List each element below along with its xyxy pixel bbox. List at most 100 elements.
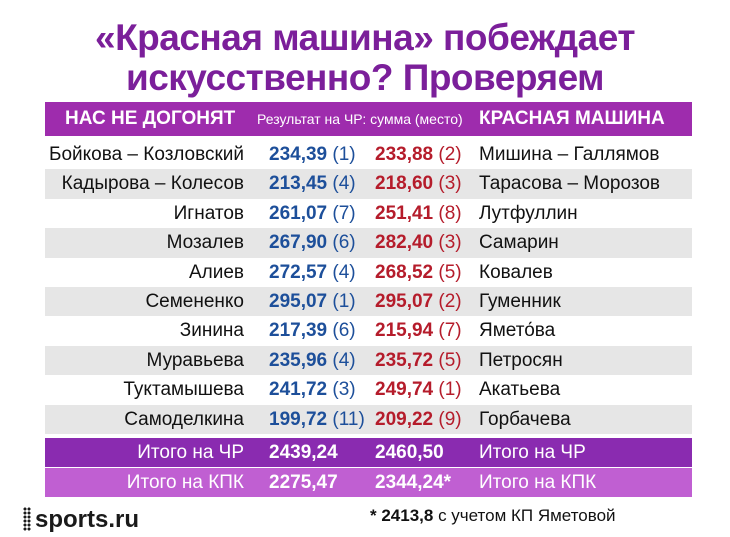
right-points: 235,72 bbox=[375, 349, 434, 371]
right-name: Мишина – Галлямов bbox=[479, 144, 660, 165]
header-left: НАС НЕ ДОГОНЯТ bbox=[65, 108, 236, 129]
left-place: (1) bbox=[332, 144, 356, 165]
right-points: 249,74 bbox=[375, 379, 434, 401]
left-result: 267,90 (6) bbox=[269, 228, 356, 257]
right-result: 295,07 (2) bbox=[375, 287, 462, 316]
left-points: 241,72 bbox=[269, 379, 328, 401]
table-row: Бойкова – Козловский 234,39 (1) 233,88 (… bbox=[45, 140, 692, 169]
table-row: Туктамышева 241,72 (3) 249,74 (1) Акатье… bbox=[45, 375, 692, 404]
left-points: 217,39 bbox=[269, 320, 328, 342]
right-points: 218,60 bbox=[375, 173, 434, 195]
left-points: 213,45 bbox=[269, 173, 328, 195]
left-result: 241,72 (3) bbox=[269, 375, 356, 404]
left-result: 272,57 (4) bbox=[269, 258, 356, 287]
total-right-value: 2460,50 bbox=[375, 442, 444, 463]
right-points: 251,41 bbox=[375, 202, 434, 224]
right-result: 282,40 (3) bbox=[375, 228, 462, 257]
left-points: 267,90 bbox=[269, 232, 328, 254]
left-points: 234,39 bbox=[269, 144, 328, 165]
page-title-line1: «Красная машина» побеждает bbox=[95, 17, 635, 58]
left-name: Самоделкина bbox=[124, 408, 244, 430]
right-points: 268,52 bbox=[375, 261, 434, 283]
comparison-table: Бойкова – Козловский 234,39 (1) 233,88 (… bbox=[45, 140, 692, 434]
right-name: Петросян bbox=[479, 349, 563, 371]
right-name: Горбачева bbox=[479, 408, 571, 430]
left-name: Муравьева bbox=[146, 349, 244, 371]
sports-logo: sports.ru bbox=[23, 505, 139, 535]
total-left-label: Итого на КПК bbox=[126, 472, 244, 493]
left-result: 234,39 (1) bbox=[269, 140, 356, 169]
left-result: 261,07 (7) bbox=[269, 199, 356, 228]
right-result: 218,60 (3) bbox=[375, 169, 462, 198]
right-place: (3) bbox=[438, 232, 462, 254]
left-place: (4) bbox=[332, 349, 356, 371]
left-place: (6) bbox=[332, 320, 356, 342]
left-name: Бойкова – Козловский bbox=[48, 144, 244, 165]
right-result: 209,22 (9) bbox=[375, 405, 462, 434]
right-place: (9) bbox=[438, 408, 462, 430]
left-result: 213,45 (4) bbox=[269, 169, 356, 198]
left-place: (4) bbox=[332, 173, 356, 195]
table-row: Муравьева 235,96 (4) 235,72 (5) Петросян bbox=[45, 345, 692, 376]
footnote-value: * 2413,8 bbox=[370, 506, 434, 525]
right-place: (2) bbox=[438, 290, 462, 312]
right-result: 251,41 (8) bbox=[375, 199, 462, 228]
table-row: Мозалев 267,90 (6) 282,40 (3) Самарин bbox=[45, 228, 692, 258]
left-place: (6) bbox=[332, 232, 356, 254]
right-result: 268,52 (5) bbox=[375, 258, 462, 287]
left-result: 235,96 (4) bbox=[269, 346, 356, 375]
total-right-label: Итого на КПК bbox=[479, 472, 597, 493]
right-name: Ковалев bbox=[479, 261, 553, 283]
right-points: 295,07 bbox=[375, 290, 434, 312]
logo-text: sports.ru bbox=[35, 506, 140, 533]
right-name: Самарин bbox=[479, 232, 559, 254]
total-left-value: 2439,24 bbox=[269, 442, 338, 463]
left-points: 199,72 bbox=[269, 408, 328, 430]
footnote: * 2413,8 с учетом КП Яметовой bbox=[370, 503, 616, 529]
left-place: (11) bbox=[332, 408, 365, 430]
right-place: (2) bbox=[438, 144, 462, 165]
total-row-kpk: Итого на КПК 2275,47 2344,24* Итого на К… bbox=[45, 468, 692, 497]
left-place: (3) bbox=[332, 379, 356, 401]
right-place: (5) bbox=[438, 261, 462, 283]
left-name: Алиев bbox=[188, 261, 244, 283]
right-result: 249,74 (1) bbox=[375, 375, 462, 404]
right-points: 282,40 bbox=[375, 232, 434, 254]
left-points: 272,57 bbox=[269, 261, 328, 283]
left-points: 295,07 bbox=[269, 290, 328, 312]
total-left-value: 2275,47 bbox=[269, 472, 338, 493]
left-points: 261,07 bbox=[269, 202, 328, 224]
left-points: 235,96 bbox=[269, 349, 328, 371]
left-name: Игнатов bbox=[173, 202, 244, 224]
right-points: 209,22 bbox=[375, 408, 434, 430]
dots-logo-icon bbox=[23, 507, 31, 531]
right-place: (5) bbox=[438, 349, 462, 371]
table-row: Игнатов 261,07 (7) 251,41 (8) Лутфуллин bbox=[45, 199, 692, 228]
left-result: 217,39 (6) bbox=[269, 316, 356, 345]
total-row-chr: Итого на ЧР 2439,24 2460,50 Итого на ЧР bbox=[45, 438, 692, 467]
left-name: Мозалев bbox=[166, 232, 244, 254]
left-result: 199,72 (11) bbox=[269, 405, 365, 434]
right-name: Ямето́ва bbox=[479, 320, 556, 342]
table-row: Семененко 295,07 (1) 295,07 (2) Гуменник bbox=[45, 286, 692, 317]
right-name: Лутфуллин bbox=[479, 202, 578, 224]
header-middle: Результат на ЧР: сумма (место) bbox=[257, 111, 463, 127]
left-place: (4) bbox=[332, 261, 356, 283]
right-place: (7) bbox=[438, 320, 462, 342]
left-result: 295,07 (1) bbox=[269, 287, 356, 316]
table-row: Алиев 272,57 (4) 268,52 (5) Ковалев bbox=[45, 258, 692, 287]
right-points: 215,94 bbox=[375, 320, 434, 342]
left-name: Кадырова – Колесов bbox=[61, 173, 244, 195]
right-result: 233,88 (2) bbox=[375, 140, 462, 169]
table-row: Кадырова – Колесов 213,45 (4) 218,60 (3)… bbox=[45, 169, 692, 199]
right-result: 235,72 (5) bbox=[375, 346, 462, 375]
left-name: Туктамышева bbox=[123, 379, 244, 401]
total-right-label: Итого на ЧР bbox=[479, 442, 586, 463]
total-right-value: 2344,24* bbox=[375, 472, 452, 493]
table-row: Зинина 217,39 (6) 215,94 (7) Ямето́ва bbox=[45, 316, 692, 345]
right-place: (1) bbox=[438, 379, 462, 401]
footnote-text: с учетом КП Яметовой bbox=[433, 506, 616, 525]
page-title-line2: искусственно? Проверяем bbox=[125, 57, 605, 98]
total-left-label: Итого на ЧР bbox=[137, 442, 244, 463]
right-name: Гуменник bbox=[479, 290, 561, 312]
